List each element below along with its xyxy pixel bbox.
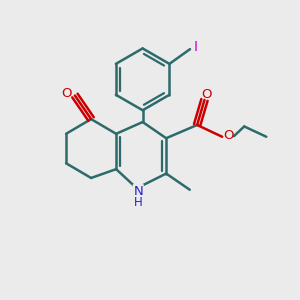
- Text: O: O: [224, 129, 234, 142]
- Text: H: H: [134, 196, 142, 209]
- Text: I: I: [193, 40, 197, 54]
- Text: N: N: [133, 185, 143, 198]
- Text: O: O: [62, 87, 72, 100]
- Text: O: O: [202, 88, 212, 100]
